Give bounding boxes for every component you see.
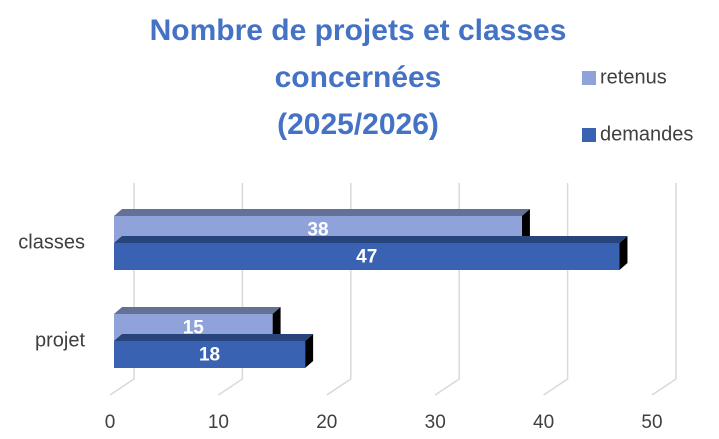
data-label: 38: [307, 220, 328, 241]
bar: [114, 334, 314, 368]
data-label: 15: [183, 318, 205, 339]
chart-title: concernées: [275, 61, 442, 94]
x-tick-label: 20: [316, 412, 337, 433]
x-tick-label: 0: [105, 412, 116, 433]
bar-top: [114, 334, 314, 341]
bar-side: [521, 209, 530, 243]
x-tick-label: 50: [641, 412, 662, 433]
legend-label: retenus: [600, 66, 667, 88]
chart-title: (2025/2026): [277, 108, 439, 141]
x-tick-label: 10: [208, 412, 229, 433]
bar-front: [114, 243, 620, 270]
bar-side: [619, 236, 628, 270]
bar-top: [114, 236, 628, 243]
bar: [114, 236, 628, 270]
bar-front: [114, 341, 306, 368]
bar-top: [114, 307, 281, 314]
y-tick-label: classes: [18, 231, 85, 253]
bar-side: [272, 307, 281, 341]
bar-top: [114, 209, 530, 216]
y-tick-label: projet: [35, 329, 85, 351]
chart-title: Nombre de projets et classes: [150, 14, 567, 47]
x-tick-label: 40: [533, 412, 554, 433]
data-label: 47: [356, 247, 377, 268]
legend-swatch: [582, 128, 596, 142]
bar-side: [305, 334, 314, 368]
legend-swatch: [582, 71, 596, 85]
data-label: 18: [199, 345, 220, 366]
grid-line: [651, 183, 677, 396]
legend-label: demandes: [600, 123, 693, 145]
x-tick-label: 30: [425, 412, 446, 433]
